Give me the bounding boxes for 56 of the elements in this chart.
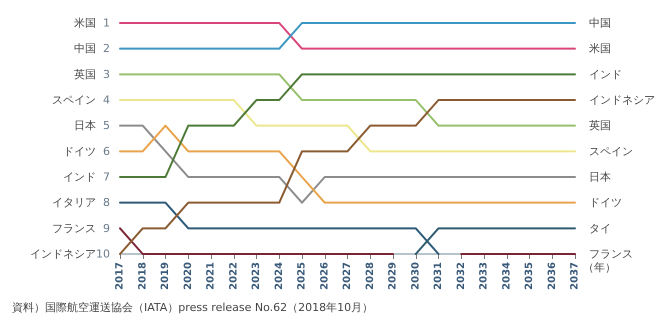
series-label: フランス: [589, 248, 633, 260]
line-series: [119, 124, 576, 204]
series-label: タイ: [589, 222, 611, 235]
x-tick-label: 2023: [251, 262, 262, 290]
y-tick-label: 5: [103, 119, 110, 132]
y-tick-label: 9: [103, 222, 110, 235]
x-axis-title: （年）: [583, 261, 616, 274]
y-tick-label: 4: [103, 94, 110, 106]
x-tick-label: 2017: [114, 262, 126, 290]
x-tick-label: 2021: [206, 262, 216, 290]
y-tick-label: 2: [103, 42, 110, 56]
series-label: 米国: [589, 42, 611, 56]
y-tick-label: 10: [96, 248, 110, 260]
x-tick-label: 2033: [478, 262, 490, 290]
x-tick-label: 2026: [319, 262, 330, 290]
y-tick-label: 3: [103, 68, 110, 81]
series-label: 日本: [589, 170, 611, 184]
x-tick-label: 2031: [433, 262, 444, 290]
y-tick-label: 7: [103, 170, 110, 184]
series-label: 中国: [589, 16, 611, 30]
x-tick-label: 2035: [524, 262, 535, 290]
text: 日本: [74, 119, 96, 132]
series-label: 英国: [589, 119, 611, 132]
text: 英国: [74, 68, 96, 81]
x-tick-label: 2027: [342, 262, 353, 290]
series-label: インドネシア: [589, 94, 655, 106]
y-tick-label: 6: [103, 144, 110, 158]
x-tick-label: 2029: [388, 262, 398, 290]
x-tick-label: 2018: [137, 262, 148, 290]
y-tick-label: 1: [103, 16, 110, 30]
text: インド: [63, 170, 96, 184]
y-tick-label: 8: [103, 196, 110, 210]
text: インドネシア: [30, 248, 96, 260]
x-tick-label: 2028: [364, 262, 376, 290]
x-tick-label: 2037: [570, 262, 580, 290]
x-tick-label: 2020: [182, 262, 194, 290]
x-tick-label: 2022: [228, 262, 240, 290]
text: 米国: [74, 16, 96, 30]
text: フランス: [52, 222, 96, 235]
x-tick-label: 2034: [501, 262, 512, 290]
series-label: スペイン: [589, 144, 633, 158]
x-tick-label: 2024: [274, 262, 285, 290]
line-series: [119, 73, 576, 178]
x-tick-label: 2036: [546, 262, 558, 290]
x-tick-label: 2025: [296, 262, 308, 290]
text: 資料）国際航空運送協会（IATA）press release No.62（2018年10月）: [12, 301, 374, 314]
line-series: [119, 99, 576, 255]
x-tick-label: 2019: [160, 262, 171, 290]
text: スペイン: [52, 94, 96, 106]
x-tick-label: 2032: [456, 262, 467, 290]
series-label: ドイツ: [589, 196, 622, 210]
x-tick-label: 2030: [410, 262, 422, 290]
series-label: インド: [589, 68, 622, 81]
text: ドイツ: [63, 144, 96, 158]
text: イタリア: [52, 196, 96, 210]
text: 中国: [74, 42, 96, 56]
